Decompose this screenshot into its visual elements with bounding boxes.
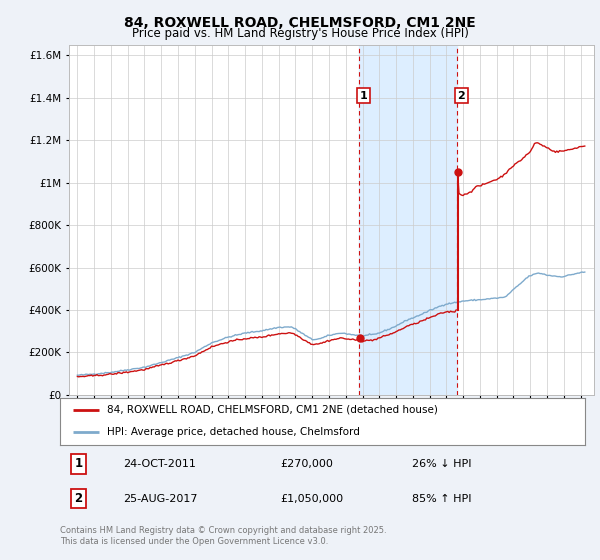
Text: 1: 1: [359, 91, 367, 101]
Text: 84, ROXWELL ROAD, CHELMSFORD, CM1 2NE (detached house): 84, ROXWELL ROAD, CHELMSFORD, CM1 2NE (d…: [107, 404, 438, 414]
Text: HPI: Average price, detached house, Chelmsford: HPI: Average price, detached house, Chel…: [107, 427, 360, 437]
Text: £1,050,000: £1,050,000: [281, 494, 344, 503]
Text: 84, ROXWELL ROAD, CHELMSFORD, CM1 2NE: 84, ROXWELL ROAD, CHELMSFORD, CM1 2NE: [124, 16, 476, 30]
Text: 85% ↑ HPI: 85% ↑ HPI: [412, 494, 471, 503]
Text: 25-AUG-2017: 25-AUG-2017: [123, 494, 197, 503]
Text: £270,000: £270,000: [281, 459, 334, 469]
Bar: [359, 45, 457, 395]
Text: 2: 2: [74, 492, 82, 505]
Text: 2: 2: [457, 91, 465, 101]
Text: 1: 1: [74, 458, 82, 470]
Text: 26% ↓ HPI: 26% ↓ HPI: [412, 459, 471, 469]
Text: 24-OCT-2011: 24-OCT-2011: [123, 459, 196, 469]
Text: Price paid vs. HM Land Registry's House Price Index (HPI): Price paid vs. HM Land Registry's House …: [131, 27, 469, 40]
Text: Contains HM Land Registry data © Crown copyright and database right 2025.
This d: Contains HM Land Registry data © Crown c…: [60, 526, 386, 546]
